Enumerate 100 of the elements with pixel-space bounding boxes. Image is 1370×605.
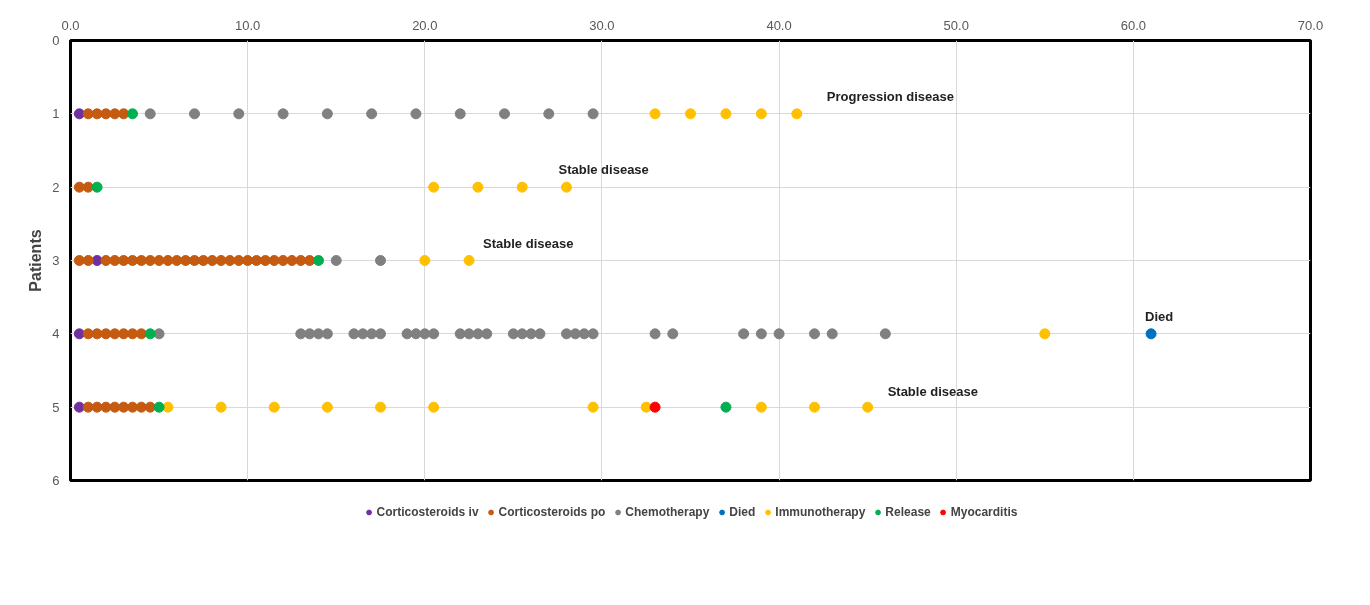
point — [516, 181, 528, 193]
point — [826, 328, 838, 340]
point — [375, 328, 386, 340]
point — [135, 401, 147, 413]
point — [321, 108, 333, 120]
x-tick-label: 60.0 — [1120, 17, 1147, 33]
point — [375, 255, 386, 266]
point — [144, 328, 156, 340]
point — [649, 108, 661, 120]
point — [791, 108, 803, 120]
point — [534, 328, 546, 340]
point — [144, 401, 156, 413]
x-tick-label: 20.0 — [412, 17, 438, 33]
point — [73, 255, 85, 266]
point — [507, 328, 519, 340]
point — [463, 328, 475, 340]
point — [91, 181, 103, 193]
point — [91, 328, 103, 340]
point — [135, 328, 147, 340]
y-tick-label: 1 — [52, 106, 60, 122]
annotation: Stable disease — [887, 384, 978, 400]
legend-label: Immunotherapy — [775, 505, 866, 519]
point — [91, 401, 103, 413]
point — [428, 181, 440, 193]
point — [206, 255, 218, 266]
point — [516, 328, 528, 340]
point — [720, 401, 732, 413]
point — [428, 328, 440, 340]
point — [162, 401, 174, 413]
point — [410, 108, 422, 120]
point — [366, 108, 378, 120]
point — [738, 328, 750, 340]
point — [773, 328, 785, 340]
point — [91, 108, 103, 120]
point — [73, 328, 85, 340]
point — [755, 401, 767, 413]
legend-label: Corticosteroids iv — [376, 505, 479, 519]
x-tick-label: 30.0 — [589, 17, 615, 33]
point — [73, 108, 85, 120]
point — [82, 108, 94, 120]
point — [640, 401, 652, 413]
point — [685, 108, 696, 120]
point — [809, 401, 820, 413]
legend-label: Corticosteroids po — [498, 505, 606, 519]
point — [463, 255, 475, 266]
point — [720, 108, 732, 120]
point — [454, 108, 466, 120]
point — [561, 181, 572, 193]
point — [82, 401, 94, 413]
point — [233, 108, 245, 120]
point — [321, 401, 333, 413]
y-tick-label: 3 — [52, 253, 60, 268]
point — [82, 328, 94, 340]
point — [809, 328, 820, 340]
point — [313, 255, 324, 266]
point — [330, 255, 342, 266]
point — [454, 328, 466, 340]
point — [419, 255, 431, 266]
point — [862, 401, 874, 413]
annotation: Progression disease — [826, 88, 954, 104]
y-tick-label: 5 — [52, 399, 60, 415]
point — [1145, 328, 1157, 340]
point — [428, 401, 440, 413]
y-axis-title: Patients — [27, 229, 45, 292]
point — [755, 108, 767, 120]
point — [82, 181, 94, 193]
point — [73, 401, 85, 413]
point — [667, 328, 679, 340]
point — [144, 255, 156, 266]
point — [82, 255, 94, 266]
y-tick-label: 4 — [52, 326, 60, 342]
point — [375, 401, 386, 413]
x-tick-label: 10.0 — [234, 17, 261, 33]
legend-label: Myocarditis — [950, 505, 1018, 519]
point — [144, 108, 156, 120]
point — [587, 108, 599, 120]
y-tick-label: 2 — [52, 179, 60, 195]
point — [277, 108, 289, 120]
point — [73, 181, 85, 193]
annotation: Stable disease — [483, 235, 574, 251]
point — [153, 401, 165, 413]
point — [127, 108, 138, 120]
annotation: Died — [1145, 308, 1174, 324]
point — [587, 401, 599, 413]
y-tick-label: 6 — [52, 473, 60, 488]
point — [268, 401, 280, 413]
point — [215, 401, 227, 413]
point — [649, 401, 661, 413]
point — [755, 328, 767, 340]
point — [189, 108, 200, 120]
point — [268, 255, 280, 266]
x-tick-label: 50.0 — [943, 17, 969, 33]
legend-label: Release — [885, 505, 931, 519]
point — [543, 108, 555, 120]
point — [1039, 328, 1051, 340]
point — [481, 328, 493, 340]
point — [472, 181, 484, 193]
point — [499, 108, 510, 120]
point — [649, 328, 661, 340]
point — [401, 328, 413, 340]
